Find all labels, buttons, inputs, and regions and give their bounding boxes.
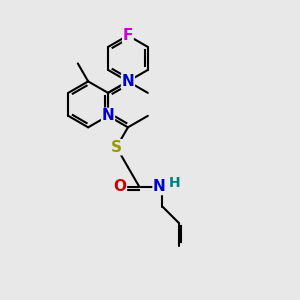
Text: N: N xyxy=(122,74,134,89)
Text: N: N xyxy=(153,179,166,194)
Text: F: F xyxy=(123,28,133,43)
Text: N: N xyxy=(102,108,114,123)
Text: S: S xyxy=(111,140,122,155)
Text: O: O xyxy=(113,179,126,194)
Text: H: H xyxy=(169,176,181,190)
